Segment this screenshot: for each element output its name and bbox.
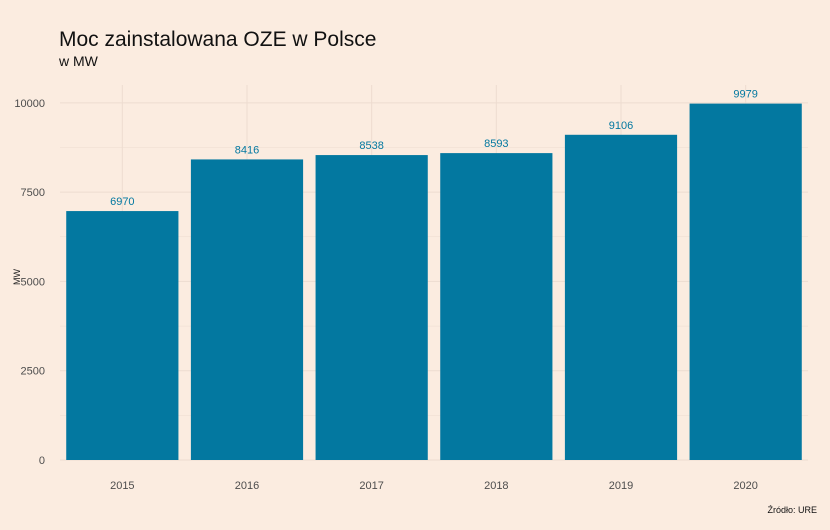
bar	[66, 211, 179, 460]
bar	[190, 159, 304, 460]
bar-value-label: 9979	[733, 89, 757, 101]
x-tick-label: 2017	[359, 480, 383, 492]
x-tick-label: 2019	[609, 480, 633, 492]
y-tick-label: 7500	[21, 187, 45, 199]
bar	[689, 103, 802, 460]
chart-subtitle: w MW	[59, 53, 98, 69]
x-tick-label: 2018	[484, 480, 508, 492]
x-tick-label: 2015	[110, 480, 134, 492]
y-tick-label: 0	[39, 455, 45, 467]
source-caption: Źródło: URE	[767, 505, 817, 515]
bar-value-label: 8593	[484, 138, 508, 150]
x-tick-label: 2016	[235, 480, 259, 492]
y-tick-label: 2500	[21, 366, 45, 378]
bar	[315, 155, 428, 461]
x-tick-label: 2020	[733, 480, 757, 492]
bar	[564, 134, 678, 461]
chart-title: Moc zainstalowana OZE w Polsce	[59, 28, 377, 51]
y-tick-label: 5000	[21, 276, 45, 288]
bar-value-label: 8416	[235, 144, 259, 156]
bar-value-label: 6970	[110, 196, 134, 208]
bar-value-label: 9106	[609, 120, 633, 132]
y-tick-label: 10000	[14, 98, 45, 110]
bar-value-label: 8538	[359, 140, 383, 152]
bar	[440, 153, 553, 460]
